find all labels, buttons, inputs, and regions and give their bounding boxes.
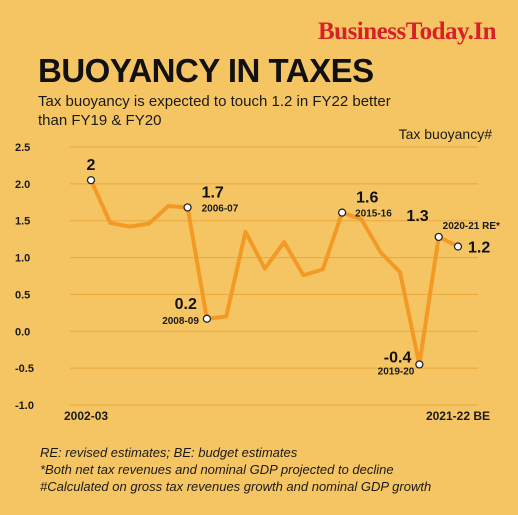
- y-tick-label: 1.5: [15, 216, 30, 228]
- data-point-marker: [183, 203, 192, 212]
- data-point-marker: [338, 208, 347, 217]
- data-value-label: 1.2: [468, 240, 490, 257]
- y-tick-labels: 2.5 2.0 1.5 1.0 0.5 0.0 -0.5 -1.0: [15, 142, 34, 412]
- data-year-label: 2019-20: [378, 366, 415, 377]
- data-year-label: 2020-21 RE*: [443, 221, 500, 232]
- data-point-marker: [415, 360, 424, 369]
- chart-subtitle: Tax buoyancy is expected to touch 1.2 in…: [38, 93, 391, 129]
- footnote-3: #Calculated on gross tax revenues growth…: [40, 479, 432, 494]
- brand-logo: BusinessToday.In: [318, 18, 497, 45]
- grid-lines: [70, 146, 478, 406]
- data-year-label: 2015-16: [355, 209, 392, 220]
- x-tick-label: 2021-22 BE: [426, 409, 490, 423]
- y-tick-label: 0.5: [15, 289, 30, 301]
- data-value-label: 1.3: [406, 208, 428, 225]
- y-tick-label: 1.0: [15, 253, 30, 265]
- data-point-marker: [86, 176, 96, 185]
- data-point-marker: [434, 232, 443, 242]
- annotations: 2 1.7 2006-07 0.2 2008-09 1.6 2015-16 -0.42019-…: [87, 157, 501, 377]
- data-value-label: 1.7: [202, 184, 224, 201]
- data-value-label: 0.2: [175, 296, 197, 313]
- data-point-marker: [202, 314, 211, 323]
- data-year-label: 2006-07: [202, 203, 239, 214]
- data-point-marker: [453, 242, 463, 251]
- data-value-label: 2: [87, 157, 96, 174]
- line-chart: 2.5 2.0 1.5 1.0 0.5 0.0 -0.5 -1.0 2002-03 2021-2…: [15, 142, 501, 423]
- y-axis-label: Tax buoyancy#: [398, 126, 492, 142]
- y-tick-label: 2.0: [15, 179, 30, 191]
- x-tick-labels: 2002-03 2021-22 BE: [64, 409, 490, 423]
- footnote-2: *Both net tax revenues and nominal GDP p…: [40, 462, 394, 477]
- footnotes: RE: revised estimates; BE: budget estima…: [40, 444, 431, 495]
- data-value-label: 1.6: [356, 190, 378, 207]
- series-line: [89, 178, 460, 367]
- y-tick-label: 2.5: [15, 142, 30, 154]
- y-tick-label: -1.0: [15, 400, 34, 412]
- chart-title: BUOYANCY IN TAXES: [38, 52, 374, 89]
- data-year-label: 2008-09: [162, 316, 199, 327]
- footnote-1: RE: revised estimates; BE: budget estima…: [40, 445, 298, 460]
- data-value-label: -0.4: [384, 349, 412, 366]
- y-tick-label: -0.5: [15, 363, 34, 375]
- x-tick-label: 2002-03: [64, 409, 108, 423]
- y-tick-label: 0.0: [15, 326, 30, 338]
